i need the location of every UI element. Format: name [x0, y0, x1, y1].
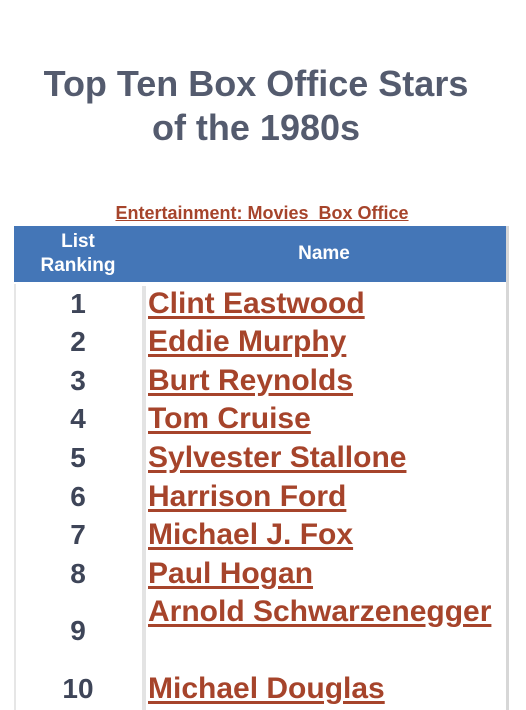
star-name-link[interactable]: Harrison Ford — [148, 480, 347, 513]
star-name-link[interactable]: Burt Reynolds — [148, 364, 354, 397]
rank-cell: 7 — [70, 519, 86, 550]
rank-cell: 3 — [70, 365, 86, 396]
header-list-ranking: List Ranking — [14, 230, 142, 278]
star-name-link[interactable]: Paul Hogan — [148, 557, 314, 590]
table-row: 5 Sylvester Stallone — [14, 439, 506, 477]
category-breadcrumb-link[interactable]: Entertainment: Movies Box Office — [115, 203, 409, 223]
rank-cell: 9 — [70, 615, 86, 646]
rank-cell: 10 — [62, 673, 94, 704]
title-line-2: of the 1980s — [151, 107, 361, 148]
rankings-table: List Ranking Name 1 Clint Eastwood 2 Edd… — [14, 226, 509, 710]
rank-cell: 2 — [70, 326, 86, 357]
title-line-1: Top Ten Box Office Stars — [43, 63, 469, 104]
star-name-link[interactable]: Arnold Schwarzenegger — [148, 595, 492, 628]
table-row: 3 Burt Reynolds — [14, 362, 506, 400]
table-row: 1 Clint Eastwood — [14, 285, 506, 323]
table-header: List Ranking Name — [14, 226, 506, 282]
rank-cell: 5 — [70, 442, 86, 473]
star-name-link[interactable]: Tom Cruise — [148, 402, 311, 435]
rank-cell: 6 — [70, 481, 86, 512]
table-row: 9 Arnold Schwarzenegger — [14, 593, 506, 669]
star-name-link[interactable]: Sylvester Stallone — [148, 441, 407, 474]
table-row: 6 Harrison Ford — [14, 478, 506, 516]
star-name-link[interactable]: Michael Douglas — [148, 672, 385, 705]
rank-cell: 1 — [70, 288, 86, 319]
star-name-link[interactable]: Eddie Murphy — [148, 325, 347, 358]
table-left-border — [14, 284, 16, 710]
table-row: 8 Paul Hogan — [14, 555, 506, 593]
table-row: 7 Michael J. Fox — [14, 516, 506, 554]
column-divider — [142, 286, 146, 710]
rank-cell: 4 — [70, 403, 86, 434]
table-row: 2 Eddie Murphy — [14, 323, 506, 361]
header-name: Name — [298, 243, 350, 264]
page-title: Top Ten Box Office Stars of the 1980s — [0, 62, 512, 150]
table-row: 10 Michael Douglas — [14, 670, 506, 708]
star-name-link[interactable]: Clint Eastwood — [148, 287, 365, 320]
header-rank-line-1: List — [61, 231, 95, 252]
rank-cell: 8 — [70, 558, 86, 589]
star-name-link[interactable]: Michael J. Fox — [148, 518, 354, 551]
table-row: 4 Tom Cruise — [14, 400, 506, 438]
header-rank-line-2: Ranking — [40, 255, 116, 276]
